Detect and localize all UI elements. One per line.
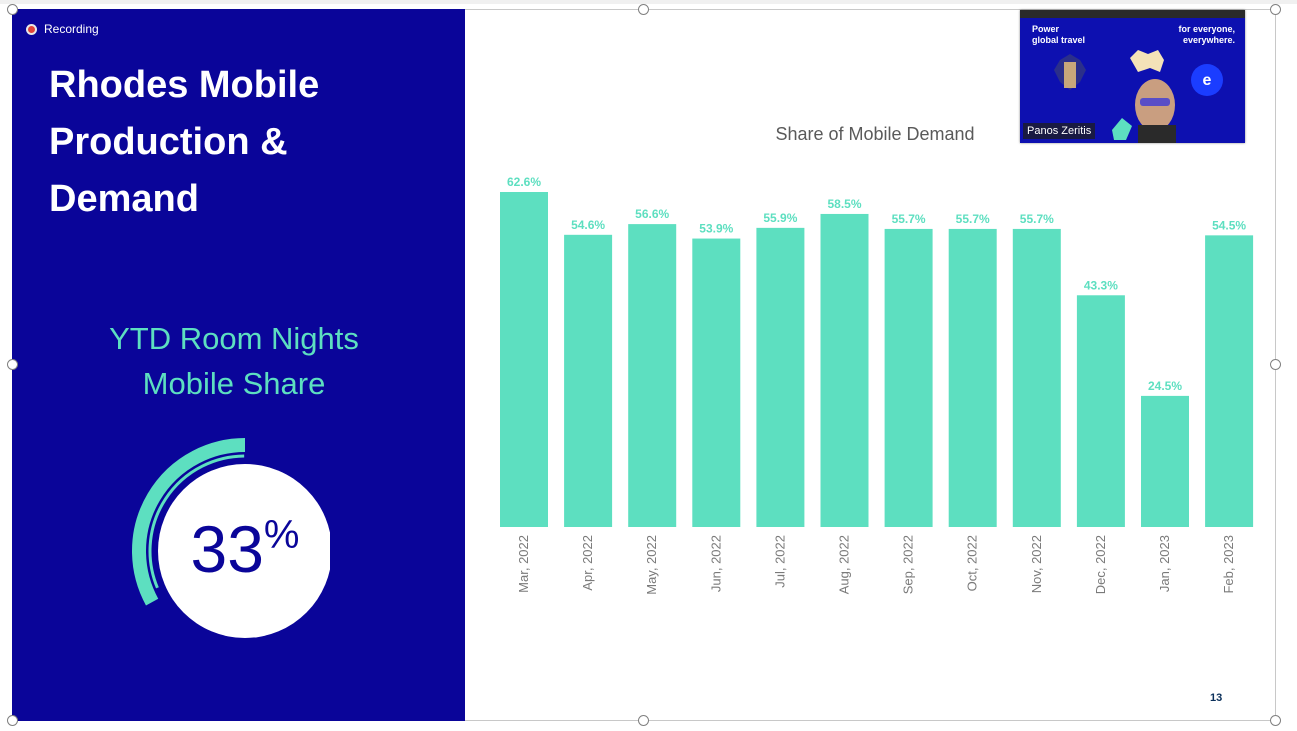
bar [756, 227, 805, 528]
video-banner-right: for everyone, everywhere. [1178, 24, 1235, 46]
x-tick-label: Jul, 2022 [772, 535, 787, 588]
bar [948, 228, 997, 527]
chart-title: Share of Mobile Demand [775, 124, 975, 144]
video-scene: e [1054, 50, 1223, 143]
x-tick-label: Aug, 2022 [837, 535, 852, 594]
mobile-demand-bar-chart: 62.6% Mar, 2022 54.6% Apr, 2022 56.6% May, 20… [500, 175, 1254, 595]
resize-handle-bottom-right[interactable] [1270, 715, 1281, 726]
x-tick-label: Sep, 2022 [901, 535, 916, 594]
ytd-label: YTD Room Nights Mobile Share [0, 316, 468, 406]
ytd-share-donut [132, 438, 330, 638]
bar-data-label: 54.6% [571, 218, 605, 232]
bar [1012, 228, 1061, 527]
bar [1076, 295, 1125, 527]
brand-logo-glyph: e [1203, 72, 1212, 89]
bar [884, 228, 933, 527]
video-banner-line: everywhere. [1182, 35, 1235, 45]
resize-handle-bottom-left[interactable] [7, 715, 18, 726]
resize-handle-middle-right[interactable] [1270, 359, 1281, 370]
bar-data-label: 53.9% [699, 222, 733, 236]
ytd-share-unit: % [263, 512, 300, 557]
bar-data-label: 43.3% [1084, 278, 1118, 292]
donut-inner-arc [148, 454, 245, 589]
slide-title-line: Rhodes Mobile [49, 64, 320, 106]
tower-icon [1064, 62, 1076, 88]
slide-title: Rhodes Mobile Production & Demand [49, 57, 449, 228]
decor-shape [1130, 50, 1164, 72]
participant-glasses [1140, 98, 1170, 106]
bar [820, 213, 869, 527]
bar [628, 224, 677, 527]
x-tick-label: Apr, 2022 [580, 535, 595, 591]
bar-data-label: 55.7% [956, 212, 990, 226]
x-tick-label: Jun, 2022 [708, 535, 723, 592]
resize-handle-top-right[interactable] [1270, 4, 1281, 15]
x-tick-label: Jan, 2023 [1157, 535, 1172, 592]
bar [500, 192, 548, 527]
x-tick-label: Mar, 2022 [516, 535, 531, 593]
video-banner-left: Power global travel [1032, 24, 1085, 46]
video-banner-line: for everyone, [1178, 24, 1235, 34]
page-number: 13 [1210, 692, 1223, 704]
bar [564, 234, 613, 527]
ytd-share-number: 33 [190, 512, 264, 586]
resize-handle-top-center[interactable] [638, 4, 649, 15]
bar-data-label: 24.5% [1148, 379, 1182, 393]
x-tick-label: May, 2022 [644, 535, 659, 595]
recording-indicator: Recording [26, 22, 99, 36]
recording-dot-icon [26, 23, 37, 35]
bar-data-label: 55.9% [763, 211, 797, 225]
bar-data-label: 54.5% [1212, 218, 1246, 232]
donut-center [158, 464, 330, 638]
slide-title-line: Demand [49, 178, 199, 220]
recording-label: Recording [44, 22, 99, 36]
x-tick-label: Nov, 2022 [1029, 535, 1044, 593]
bar-data-label: 55.7% [892, 212, 926, 226]
video-top-bar [1020, 10, 1245, 18]
ytd-share-value: 33% [158, 462, 332, 636]
window-top-strip [0, 0, 1297, 4]
ytd-label-line: Mobile Share [142, 366, 326, 401]
bar-data-label: 55.7% [1020, 212, 1054, 226]
video-banner-line: Power [1032, 24, 1060, 34]
x-tick-label: Dec, 2022 [1093, 535, 1108, 594]
slide-title-line: Production & [49, 121, 288, 163]
bar-data-label: 58.5% [827, 197, 861, 211]
video-thumbnail[interactable]: Power global travel for everyone, everyw… [1020, 10, 1245, 143]
resize-handle-top-left[interactable] [7, 4, 18, 15]
brand-logo-icon [1191, 64, 1223, 96]
donut-outer-arc [132, 438, 246, 606]
x-tick-label: Feb, 2023 [1221, 535, 1236, 594]
ytd-label-line: YTD Room Nights [109, 321, 359, 356]
video-banner-line: global travel [1032, 35, 1086, 45]
bar-data-label: 56.6% [635, 207, 669, 221]
x-tick-label: Oct, 2022 [965, 535, 980, 591]
resize-handle-middle-left[interactable] [7, 359, 18, 370]
decor-shape [1112, 118, 1132, 140]
bar-data-label: 62.6% [507, 175, 541, 189]
bar [692, 238, 741, 528]
bar [1205, 235, 1254, 527]
bar [1141, 395, 1189, 527]
resize-handle-bottom-center[interactable] [638, 715, 649, 726]
participant-name: Panos Zeritis [1023, 123, 1096, 139]
participant-shirt [1138, 125, 1176, 143]
